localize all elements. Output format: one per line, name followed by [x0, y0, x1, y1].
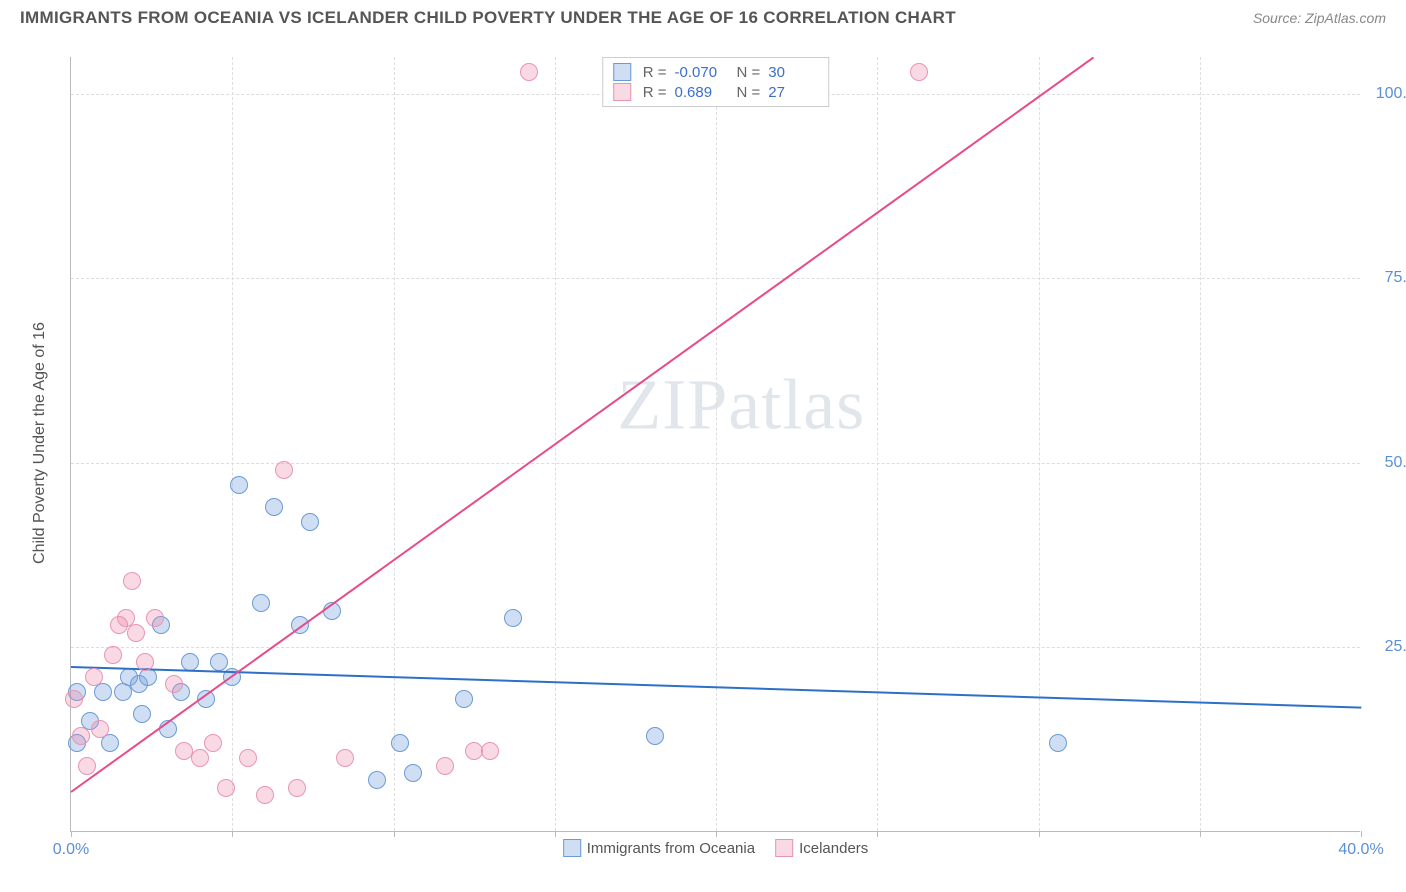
x-tick-label: 0.0%: [53, 841, 89, 859]
y-tick-label: 25.0%: [1370, 638, 1406, 656]
data-point: [72, 727, 90, 745]
legend-label-1: Immigrants from Oceania: [587, 840, 755, 857]
x-tick: [716, 831, 717, 837]
x-tick: [555, 831, 556, 837]
data-point: [101, 734, 119, 752]
x-tick: [394, 831, 395, 837]
legend-swatch-blue: [613, 63, 631, 81]
y-tick-label: 75.0%: [1370, 269, 1406, 287]
data-point: [455, 690, 473, 708]
x-tick: [232, 831, 233, 837]
legend-swatch-pink: [613, 83, 631, 101]
source-attribution: Source: ZipAtlas.com: [1253, 10, 1386, 26]
n-label: N =: [737, 64, 761, 81]
data-point: [85, 668, 103, 686]
y-tick-label: 50.0%: [1370, 454, 1406, 472]
y-axis-label: Child Poverty Under the Age of 16: [31, 322, 49, 564]
n-label: N =: [737, 84, 761, 101]
data-point: [391, 734, 409, 752]
gridline-vertical: [716, 57, 717, 831]
r-label: R =: [643, 84, 667, 101]
gridline-vertical: [232, 57, 233, 831]
gridline-vertical: [1039, 57, 1040, 831]
data-point: [265, 498, 283, 516]
gridline-vertical: [1200, 57, 1201, 831]
data-point: [127, 624, 145, 642]
x-tick: [1039, 831, 1040, 837]
data-point: [104, 646, 122, 664]
legend-stats-row-2: R = 0.689 N = 27: [613, 82, 819, 102]
legend-swatch-pink: [775, 839, 793, 857]
data-point: [504, 609, 522, 627]
data-point: [301, 513, 319, 531]
legend-item-2: Icelanders: [775, 839, 868, 857]
data-point: [436, 757, 454, 775]
chart-title: IMMIGRANTS FROM OCEANIA VS ICELANDER CHI…: [20, 8, 956, 28]
data-point: [165, 675, 183, 693]
data-point: [204, 734, 222, 752]
r-value-1: -0.070: [675, 64, 725, 81]
legend-swatch-blue: [563, 839, 581, 857]
data-point: [78, 757, 96, 775]
legend-stats: R = -0.070 N = 30 R = 0.689 N = 27: [602, 57, 830, 107]
gridline-vertical: [394, 57, 395, 831]
data-point: [191, 749, 209, 767]
data-point: [94, 683, 112, 701]
data-point: [123, 572, 141, 590]
n-value-2: 27: [768, 84, 818, 101]
data-point: [146, 609, 164, 627]
x-tick: [1200, 831, 1201, 837]
data-point: [520, 63, 538, 81]
x-tick: [877, 831, 878, 837]
data-point: [910, 63, 928, 81]
data-point: [230, 476, 248, 494]
data-point: [65, 690, 83, 708]
data-point: [1049, 734, 1067, 752]
x-tick-label: 40.0%: [1338, 841, 1383, 859]
r-value-2: 0.689: [675, 84, 725, 101]
legend-stats-row-1: R = -0.070 N = 30: [613, 62, 819, 82]
legend-label-2: Icelanders: [799, 840, 868, 857]
r-label: R =: [643, 64, 667, 81]
data-point: [217, 779, 235, 797]
data-point: [210, 653, 228, 671]
data-point: [136, 653, 154, 671]
x-tick: [71, 831, 72, 837]
gridline-vertical: [877, 57, 878, 831]
legend-item-1: Immigrants from Oceania: [563, 839, 755, 857]
data-point: [133, 705, 151, 723]
data-point: [368, 771, 386, 789]
chart-container: Child Poverty Under the Age of 16 ZIPatl…: [50, 45, 1390, 840]
data-point: [252, 594, 270, 612]
data-point: [256, 786, 274, 804]
data-point: [336, 749, 354, 767]
data-point: [481, 742, 499, 760]
data-point: [91, 720, 109, 738]
y-tick-label: 100.0%: [1370, 85, 1406, 103]
data-point: [275, 461, 293, 479]
x-tick: [1361, 831, 1362, 837]
data-point: [404, 764, 422, 782]
data-point: [646, 727, 664, 745]
legend-series: Immigrants from Oceania Icelanders: [563, 839, 869, 857]
n-value-1: 30: [768, 64, 818, 81]
plot-area: ZIPatlas R = -0.070 N = 30 R = 0.689 N =…: [70, 57, 1360, 832]
data-point: [239, 749, 257, 767]
watermark: ZIPatlas: [617, 364, 865, 447]
data-point: [181, 653, 199, 671]
data-point: [288, 779, 306, 797]
